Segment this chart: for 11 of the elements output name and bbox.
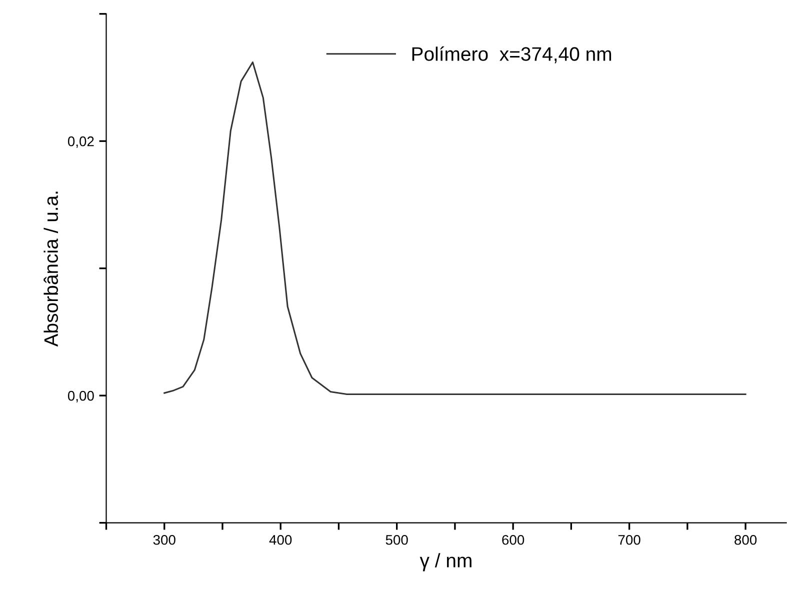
x-axis-title: γ / nm xyxy=(420,553,472,572)
x-tick-label: 700 xyxy=(618,534,640,545)
y-tick-label: 0,02 xyxy=(68,136,94,148)
x-tick-label: 400 xyxy=(269,534,292,545)
x-tick-label: 600 xyxy=(502,534,524,545)
y-axis-title: Absorbância / u.a. xyxy=(44,192,58,347)
y-tick-label: 0,00 xyxy=(68,390,94,402)
x-tick-label: 500 xyxy=(386,534,408,545)
x-tick-label: 300 xyxy=(153,534,176,545)
x-tick-label: 800 xyxy=(734,534,757,545)
legend-label: Polímero x=374,40 nm xyxy=(412,46,612,64)
